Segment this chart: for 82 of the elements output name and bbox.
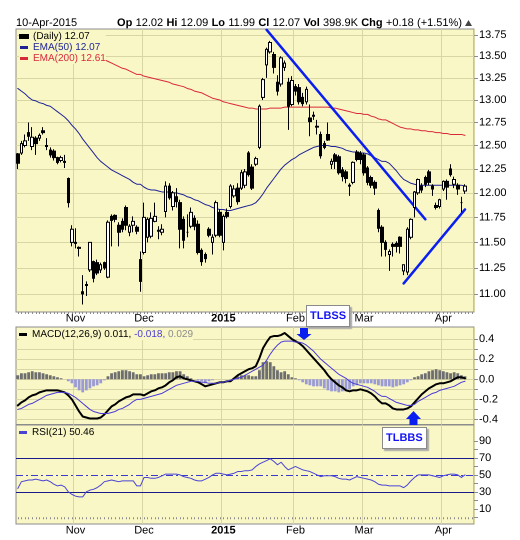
bar	[45, 374, 48, 380]
legend-label: MACD(12,26,9) 0.011,	[32, 329, 132, 340]
y-tick-label: 0.4	[479, 333, 494, 346]
bar	[438, 370, 442, 380]
bar	[276, 370, 279, 380]
annotation: TLBBS	[382, 427, 427, 449]
bar	[70, 379, 74, 384]
bar	[117, 371, 120, 380]
bar	[168, 372, 171, 380]
line-series	[17, 458, 466, 498]
bar	[74, 379, 77, 388]
bar	[428, 371, 430, 380]
bar	[312, 379, 315, 386]
bar	[24, 373, 26, 380]
bar	[27, 372, 30, 380]
legend-label: RSI(21) 50.46	[32, 427, 95, 438]
bar	[265, 361, 268, 380]
bar	[283, 371, 286, 380]
y-tick-label: -0.4	[479, 414, 498, 426]
bar	[449, 373, 452, 380]
y-tick-label: 0.0	[479, 373, 494, 386]
y-tick-label: 90	[479, 435, 492, 448]
y-tick-label: 0.2	[479, 353, 494, 366]
bar	[358, 379, 362, 384]
x-tick-label: Mar	[354, 524, 374, 536]
bar	[142, 376, 146, 380]
bar	[316, 379, 319, 386]
bar	[124, 370, 128, 380]
bar	[106, 376, 110, 380]
bar	[362, 379, 366, 384]
bar	[42, 373, 44, 380]
bar	[380, 379, 384, 386]
bar	[398, 379, 402, 386]
bar	[280, 372, 282, 380]
bar	[442, 371, 445, 380]
bar	[20, 373, 23, 380]
line-series	[17, 340, 466, 414]
bar	[52, 376, 56, 380]
bar	[416, 376, 420, 380]
y-tick-label: 70	[479, 452, 492, 464]
bar	[78, 379, 81, 390]
bar	[30, 371, 34, 380]
x-tick-label: 2015	[211, 524, 236, 536]
bar	[88, 379, 92, 388]
bar	[326, 379, 330, 390]
bar	[308, 379, 312, 386]
bar	[434, 369, 438, 380]
bar	[96, 379, 99, 386]
bar	[262, 362, 264, 380]
bar	[268, 362, 272, 380]
bar	[38, 372, 41, 380]
bar	[139, 374, 142, 380]
bar	[34, 372, 38, 380]
bar	[446, 372, 448, 380]
bar	[395, 379, 398, 386]
bar	[272, 366, 276, 380]
y-tick-label: 10	[479, 502, 492, 515]
bar	[92, 379, 95, 386]
bar	[146, 375, 150, 380]
bar	[110, 373, 113, 380]
bar	[160, 373, 164, 380]
x-tick-label: Apr	[434, 524, 452, 536]
bar	[132, 372, 135, 380]
bar	[384, 379, 388, 386]
bar	[120, 370, 124, 380]
bar	[114, 372, 117, 380]
y-tick-label: -0.2	[479, 393, 498, 406]
x-tick-label: Nov	[66, 524, 86, 536]
bar	[128, 371, 132, 380]
bar	[171, 372, 174, 380]
bar	[157, 373, 160, 380]
bar	[431, 370, 434, 380]
bar	[377, 379, 380, 386]
bar	[247, 375, 250, 380]
y-tick-label: 50	[479, 468, 492, 481]
text: -0.018,	[134, 329, 166, 340]
bar	[366, 379, 370, 384]
x-tick-label: Feb	[286, 524, 305, 536]
x-tick-label: Dec	[134, 524, 154, 536]
y-tick-label: 30	[479, 486, 492, 498]
text: 0.029	[168, 329, 194, 340]
bar	[391, 379, 394, 388]
